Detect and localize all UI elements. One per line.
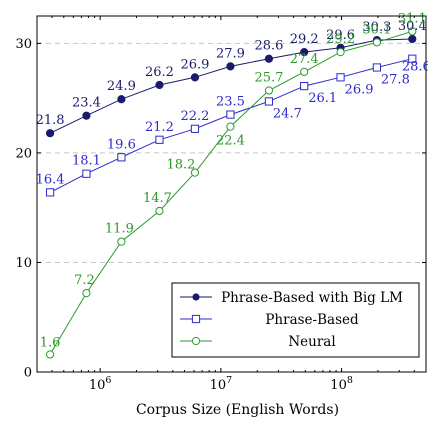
- data-point: [45, 129, 55, 138]
- data-label: 29.6: [326, 28, 355, 43]
- data-label: 28.6: [254, 39, 283, 54]
- x-tick-label: 107: [210, 375, 233, 393]
- data-point: [372, 63, 381, 72]
- plot-frame: [36, 15, 427, 373]
- data-point: [264, 97, 274, 106]
- data-point: [264, 54, 274, 63]
- data-point: [264, 86, 274, 95]
- data-label: 23.4: [72, 96, 101, 111]
- data-label: 26.9: [180, 57, 209, 72]
- data-point: [408, 27, 417, 36]
- legend: Phrase-Based with Big LM Phrase-Based Neur…: [171, 282, 420, 358]
- legend-marker: [191, 336, 201, 346]
- data-label: 22.4: [216, 134, 245, 149]
- data-label: 19.6: [107, 137, 136, 152]
- data-label: 26.1: [308, 91, 337, 106]
- data-point: [155, 80, 164, 90]
- legend-label: Phrase-Based: [265, 312, 359, 328]
- x-tick-exponent: 8: [347, 375, 353, 386]
- data-label: 14.7: [143, 191, 172, 206]
- data-point: [117, 95, 126, 104]
- x-tick-base: 10: [89, 378, 106, 393]
- data-label: 25.7: [254, 70, 283, 85]
- data-label: 31.1: [398, 11, 427, 26]
- data-label: 27.4: [290, 52, 319, 67]
- x-tick-exponent: 6: [105, 375, 111, 386]
- data-labels: 21.823.424.926.226.927.928.6 29.2 29.630.3…: [36, 11, 428, 350]
- data-label: 27.9: [216, 46, 245, 61]
- y-tick-label: 20: [15, 146, 32, 161]
- data-label: 21.2: [145, 120, 174, 135]
- data-point: [82, 289, 91, 298]
- data-point: [300, 67, 309, 76]
- data-label: 26.2: [145, 65, 174, 80]
- data-point: [226, 62, 235, 71]
- data-label: 29.2: [290, 32, 319, 47]
- data-point: [226, 122, 235, 131]
- legend-label: Neural: [288, 334, 335, 350]
- data-label: 11.9: [105, 222, 134, 237]
- data-point: [190, 73, 200, 82]
- data-point: [155, 206, 164, 216]
- y-tick-label: 10: [15, 256, 32, 271]
- data-point: [372, 38, 381, 47]
- data-label: 23.5: [216, 95, 245, 110]
- data-point: [408, 54, 417, 63]
- data-point: [190, 124, 200, 133]
- legend-marker: [192, 293, 200, 301]
- data-label: 21.8: [36, 113, 65, 128]
- data-label: 24.9: [107, 79, 136, 94]
- data-point: [226, 110, 235, 119]
- x-axis-ticks: 106 107 108: [36, 16, 427, 393]
- data-point: [117, 153, 126, 162]
- data-point: [155, 135, 164, 144]
- data-label: 7.2: [74, 273, 95, 288]
- y-tick-label: 0: [24, 366, 32, 381]
- series-markers: [45, 27, 417, 359]
- data-label: 30.1: [362, 22, 391, 37]
- data-point: [190, 168, 200, 177]
- x-tick-base: 10: [330, 378, 347, 393]
- data-label: 27.8: [381, 72, 410, 87]
- data-point: [300, 82, 309, 91]
- data-label: 30.3: [362, 20, 391, 35]
- x-tick-base: 10: [210, 378, 227, 393]
- data-label: 24.7: [273, 106, 302, 121]
- data-label: 29.2: [326, 32, 355, 47]
- legend-box: [171, 282, 420, 358]
- data-point: [45, 350, 55, 359]
- data-label: 26.9: [345, 82, 374, 97]
- data-point: [82, 169, 91, 178]
- data-label: 16.4: [36, 172, 65, 187]
- data-point: [336, 73, 345, 82]
- x-tick-label: 106: [89, 375, 112, 393]
- x-tick-label: 108: [330, 375, 353, 393]
- data-label: 28.6: [402, 60, 428, 75]
- data-point: [82, 111, 91, 120]
- y-axis-ticks: 0 10 20 30: [15, 37, 426, 381]
- data-point: [45, 188, 55, 197]
- legend-marker: [191, 314, 201, 324]
- x-tick-exponent: 7: [226, 375, 232, 386]
- data-point: [300, 48, 309, 57]
- data-point: [408, 34, 417, 44]
- data-label: 30.4: [398, 19, 427, 34]
- legend-label: Phrase-Based with Big LM: [221, 290, 403, 306]
- data-label: 1.6: [40, 335, 61, 350]
- x-axis-label: Corpus Size (English Words): [136, 402, 339, 418]
- data-point: [336, 48, 345, 57]
- data-label: 18.1: [72, 154, 101, 169]
- data-label: 22.2: [180, 109, 209, 124]
- y-tick-label: 30: [15, 37, 32, 52]
- data-point: [117, 237, 126, 246]
- data-label: 18.2: [166, 158, 195, 173]
